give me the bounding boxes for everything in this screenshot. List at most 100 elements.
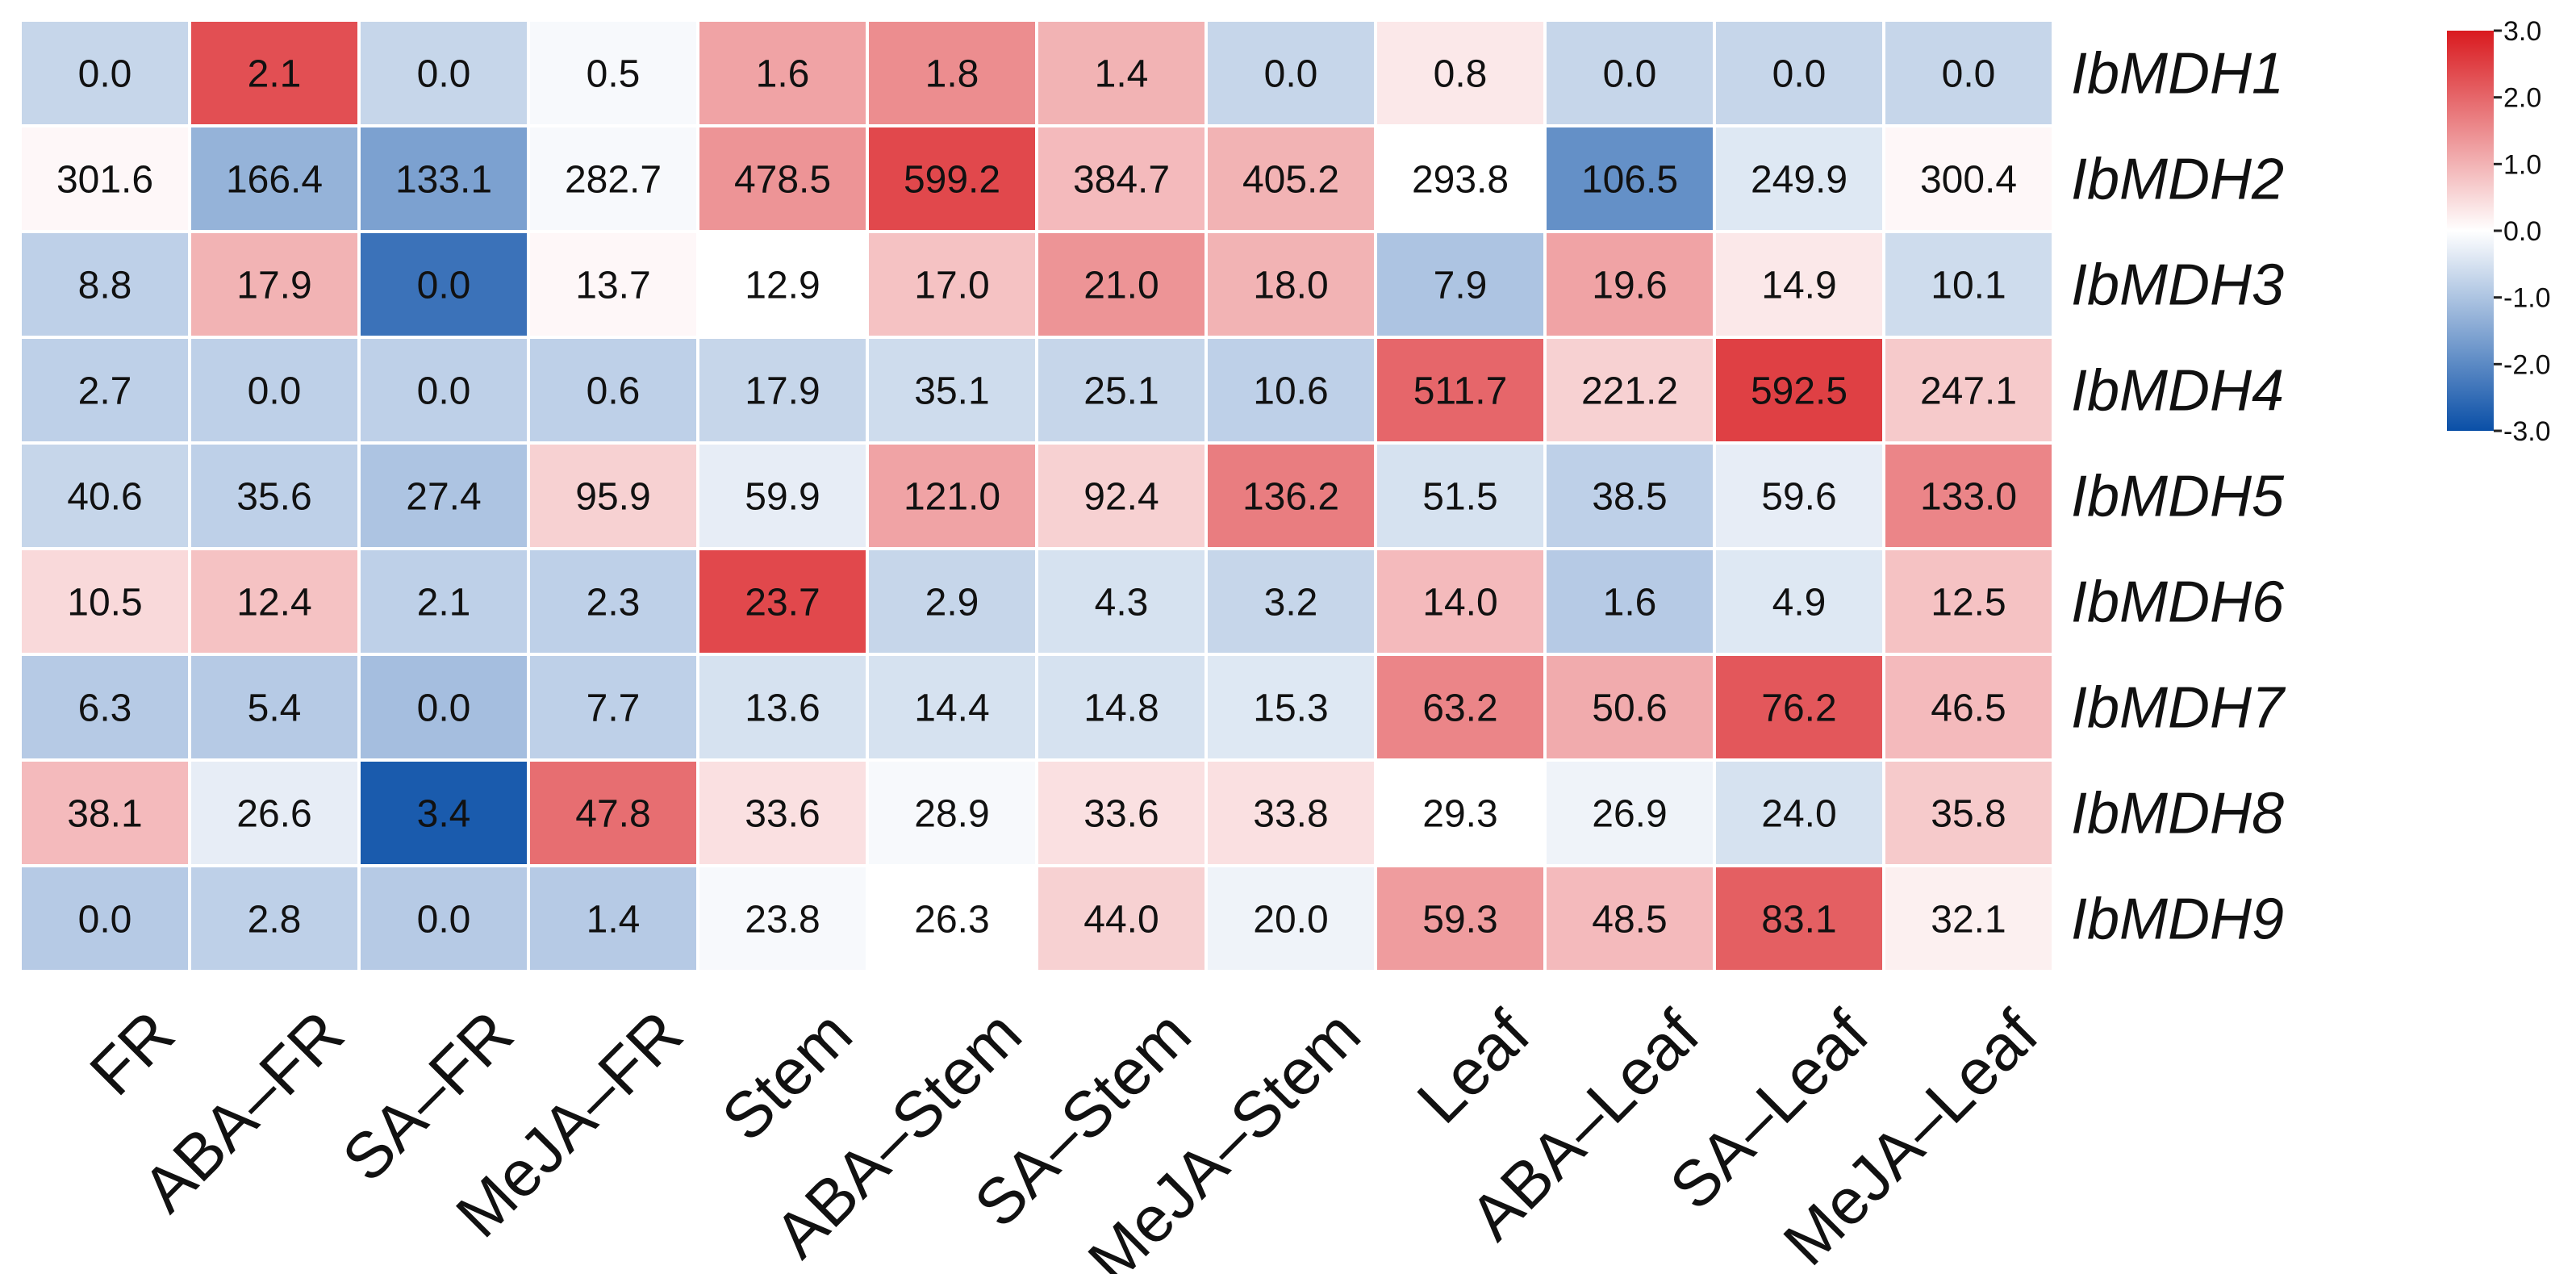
- row-label: IbMDH7: [2071, 676, 2286, 741]
- heatmap-cell: [699, 22, 866, 124]
- heatmap-cell: [1208, 127, 1374, 230]
- cell-value-label: 92.4: [1083, 476, 1159, 519]
- heatmap-cell: [1716, 233, 1882, 336]
- cell-value-label: 10.1: [1931, 265, 2006, 307]
- heatmap-cell: [869, 22, 1035, 124]
- cell-value-label: 44.0: [1083, 899, 1159, 942]
- row-label: IbMDH9: [2071, 888, 2284, 952]
- cell-value-label: 0.0: [1603, 53, 1657, 96]
- cell-value-label: 5.4: [248, 687, 302, 730]
- cell-value-label: 12.5: [1931, 582, 2006, 624]
- cell-value-label: 0.0: [417, 265, 471, 307]
- heatmap-cell: [1547, 339, 1713, 441]
- heatmap-cell: [1716, 445, 1882, 547]
- heatmap-cell: [1038, 656, 1204, 758]
- heatmap-cell: [1208, 656, 1374, 758]
- heatmap-cell: [1547, 22, 1713, 124]
- heatmap-cell: [1547, 762, 1713, 864]
- heatmap-cell: [191, 550, 357, 653]
- cell-value-label: 478.5: [734, 159, 831, 202]
- cell-value-label: 0.0: [1264, 53, 1318, 96]
- cell-value-label: 2.1: [248, 53, 302, 96]
- heatmap-cell: [191, 656, 357, 758]
- heatmap-cell: [530, 656, 696, 758]
- cell-value-label: 0.8: [1434, 53, 1488, 96]
- cell-value-label: 26.9: [1592, 793, 1667, 836]
- heatmap-cell: [530, 550, 696, 653]
- cell-value-label: 3.2: [1264, 582, 1318, 624]
- heatmap-cell: [1885, 233, 2052, 336]
- heatmap-cell: [1038, 550, 1204, 653]
- row-label: IbMDH3: [2071, 253, 2284, 318]
- heatmap-cell: [191, 22, 357, 124]
- cell-value-label: 14.0: [1422, 582, 1497, 624]
- cell-value-label: 35.8: [1931, 793, 2006, 836]
- heatmap-cell: [530, 233, 696, 336]
- cell-value-label: 13.6: [745, 687, 820, 730]
- column-label: Stem: [708, 997, 866, 1155]
- heatmap-cell: [699, 339, 866, 441]
- heatmap-cell: [1885, 127, 2052, 230]
- cell-value-label: 47.8: [575, 793, 650, 836]
- cell-value-label: 95.9: [575, 476, 650, 519]
- heatmap-cell: [361, 339, 527, 441]
- heatmap-cell: [869, 656, 1035, 758]
- cell-value-label: 23.8: [745, 899, 820, 942]
- cell-value-label: 50.6: [1592, 687, 1667, 730]
- heatmap-cell: [22, 550, 188, 653]
- cell-value-label: 2.1: [417, 582, 471, 624]
- cell-value-label: 133.1: [395, 159, 492, 202]
- cell-value-label: 29.3: [1422, 793, 1497, 836]
- cell-value-label: 0.5: [587, 53, 641, 96]
- row-label: IbMDH4: [2071, 359, 2284, 424]
- cell-value-label: 106.5: [1581, 159, 1678, 202]
- colorbar-tick-label: -2.0: [2503, 349, 2551, 380]
- heatmap-cell: [1716, 867, 1882, 970]
- heatmap-cell: [1377, 762, 1543, 864]
- heatmap-cell: [530, 22, 696, 124]
- heatmap-cell: [1208, 867, 1374, 970]
- heatmap-cell: [1038, 445, 1204, 547]
- cell-value-label: 4.3: [1095, 582, 1149, 624]
- heatmap-cell: [1038, 339, 1204, 441]
- heatmap-cell: [699, 127, 866, 230]
- cell-value-label: 0.0: [1772, 53, 1827, 96]
- cell-value-label: 2.3: [587, 582, 641, 624]
- cell-value-label: 136.2: [1242, 476, 1339, 519]
- heatmap-cell: [191, 127, 357, 230]
- heatmap-cell: [361, 22, 527, 124]
- heatmap-cell: [869, 550, 1035, 653]
- cell-value-label: 26.3: [914, 899, 989, 942]
- heatmap-cell: [869, 233, 1035, 336]
- cell-value-label: 221.2: [1581, 370, 1678, 413]
- cell-value-label: 2.7: [78, 370, 132, 413]
- heatmap-cell: [1885, 867, 2052, 970]
- cell-value-label: 0.6: [587, 370, 641, 413]
- heatmap-cell: [530, 445, 696, 547]
- heatmap-cell: [699, 867, 866, 970]
- cell-value-label: 0.0: [417, 370, 471, 413]
- cell-value-label: 0.0: [248, 370, 302, 413]
- heatmap-cell: [1208, 445, 1374, 547]
- heatmap-cell: [1547, 233, 1713, 336]
- heatmap-cell: [530, 867, 696, 970]
- cell-value-label: 28.9: [914, 793, 989, 836]
- cell-value-label: 27.4: [406, 476, 481, 519]
- heatmap-cell: [1547, 656, 1713, 758]
- heatmap-cell: [22, 762, 188, 864]
- heatmap-cell: [1885, 22, 2052, 124]
- cell-value-label: 20.0: [1253, 899, 1328, 942]
- heatmap-cell: [530, 762, 696, 864]
- heatmap-cell: [1885, 445, 2052, 547]
- heatmap-cell: [1377, 445, 1543, 547]
- cell-value-label: 59.3: [1422, 899, 1497, 942]
- cell-value-label: 599.2: [904, 159, 1000, 202]
- cell-value-label: 10.5: [67, 582, 142, 624]
- cell-value-label: 18.0: [1253, 265, 1328, 307]
- heatmap-cell: [1208, 22, 1374, 124]
- heatmap-cell: [191, 445, 357, 547]
- heatmap-cell: [1885, 656, 2052, 758]
- colorbar-tick-label: 3.0: [2503, 16, 2541, 47]
